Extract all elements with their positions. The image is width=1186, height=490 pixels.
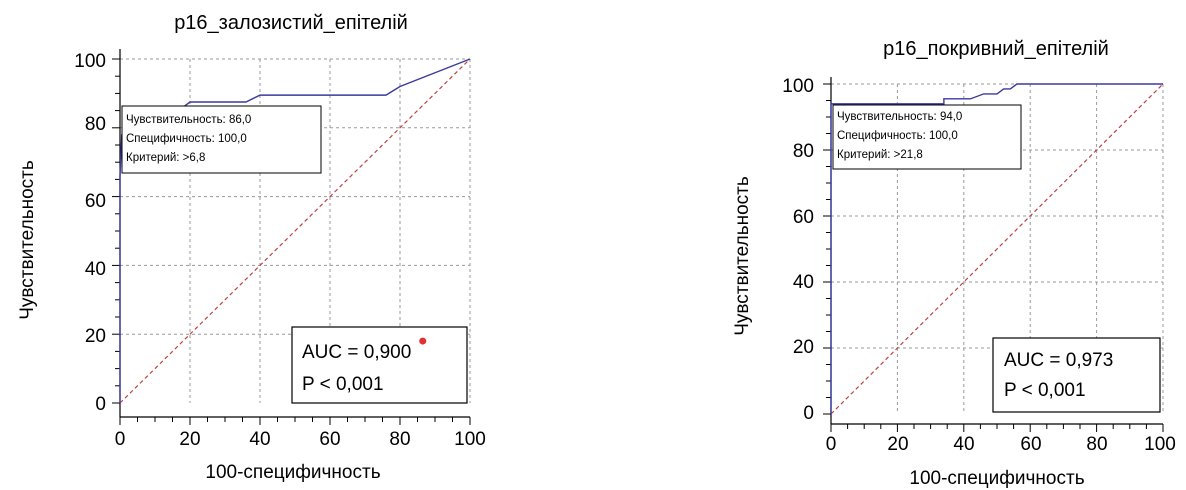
chart-2-p-value: P < 0,001 <box>1004 380 1086 401</box>
chart-2-xtick: 20 <box>887 434 908 455</box>
chart-2-xtick: 100 <box>1144 434 1176 455</box>
chart-1-xlabel: 100-специфичность <box>205 462 380 483</box>
chart-1-info-sensitivity: Чувствительность: 86,0 <box>126 114 251 126</box>
chart-2-ytick: 60 <box>793 207 814 228</box>
chart-1-info-specificity: Специфичность: 100,0 <box>126 133 247 145</box>
chart-1-ytick: 60 <box>85 191 106 212</box>
chart-1-minor-ticks <box>112 58 471 425</box>
chart-1: p16_залозистий_епітелій 0 20 40 60 80 10… <box>17 12 486 483</box>
chart-2-ylabel: Чувствительность <box>732 176 753 336</box>
chart-2-xlabel: 100-специфичность <box>909 468 1084 489</box>
chart-1-ytick: 0 <box>95 394 106 415</box>
chart-2-title: p16_покривний_епітелій <box>883 38 1109 60</box>
chart-1-title: p16_залозистий_епітелій <box>174 12 408 34</box>
chart-2-xtick: 0 <box>826 434 837 455</box>
chart-2-xtick: 80 <box>1086 434 1107 455</box>
chart-1-ytick: 20 <box>85 326 106 347</box>
chart-1-p-value: P < 0,001 <box>302 374 384 395</box>
chart-2-ytick: 80 <box>793 141 814 162</box>
chart-1-info-criterion: Критерий: >6,8 <box>126 152 205 164</box>
chart-1-roc-curve <box>119 58 471 403</box>
chart-1-xtick: 60 <box>319 429 340 450</box>
chart-1-ytick: 40 <box>85 259 106 280</box>
chart-1-ytick: 100 <box>74 51 106 72</box>
chart-2-reference-line <box>830 83 1164 415</box>
chart-1-auc-box <box>291 326 468 404</box>
chart-2-ytick: 40 <box>793 272 814 293</box>
chart-2-ytick: 20 <box>793 337 814 358</box>
chart-1-xtick: 20 <box>179 429 200 450</box>
chart-1-xtick: 40 <box>249 429 270 450</box>
chart-2-auc-value: AUC = 0,973 <box>1004 350 1113 371</box>
chart-2-auc-box <box>992 337 1161 413</box>
chart-1-ytick: 80 <box>85 114 106 135</box>
chart-2-ytick: 100 <box>782 76 814 97</box>
chart-1-xtick: 80 <box>389 429 410 450</box>
chart-1-info-box <box>121 105 322 174</box>
chart-2-info-sensitivity: Чувствительность: 94,0 <box>837 111 962 123</box>
chart-1-auc-value: AUC = 0,900 <box>302 342 411 363</box>
chart-1-xtick: 100 <box>454 429 486 450</box>
chart-1-ylabel: Чувствительность <box>17 160 38 320</box>
chart-2-roc-curve <box>830 83 1163 414</box>
chart-2: p16_покривний_епітелій 0 20 40 60 80 100… <box>732 38 1176 489</box>
chart-1-red-dot <box>419 337 427 345</box>
chart-2-info-criterion: Критерий: >21,8 <box>837 149 923 161</box>
chart-1-xtick: 0 <box>115 429 126 450</box>
chart-1-reference-line <box>119 58 471 404</box>
chart-2-ytick: 0 <box>803 403 814 424</box>
chart-2-info-box <box>832 104 1022 170</box>
chart-2-info-specificity: Специфичность: 100,0 <box>837 130 958 142</box>
chart-2-xtick: 40 <box>953 434 974 455</box>
chart-2-minor-ticks <box>823 83 1164 432</box>
chart-2-xtick: 60 <box>1020 434 1041 455</box>
